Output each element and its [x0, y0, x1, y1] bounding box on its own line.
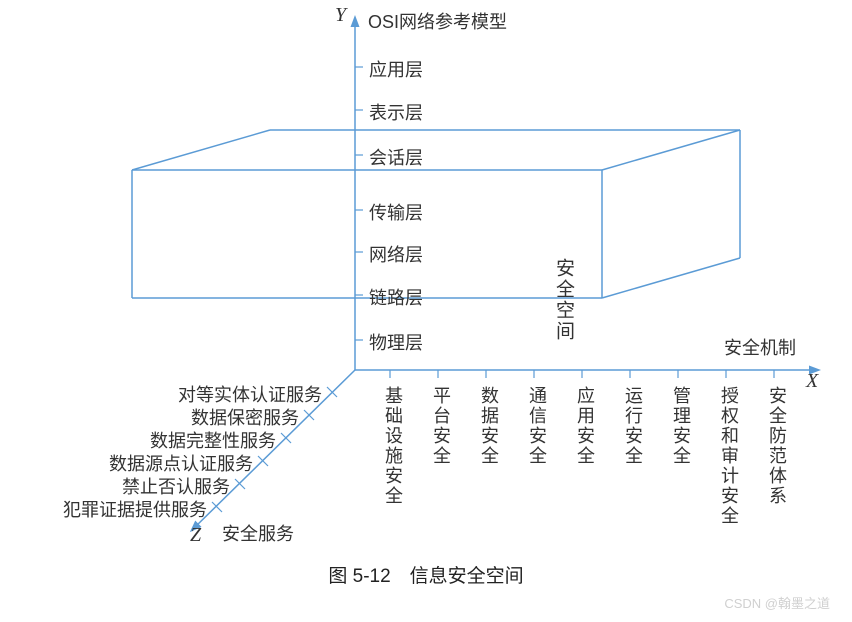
watermark: CSDN @翰墨之道 [724, 593, 830, 612]
x-axis-name: X [806, 370, 818, 393]
y-axis-name: Y [335, 4, 346, 27]
z-tick-label: 犯罪证据提供服务 [63, 496, 207, 522]
y-axis-title: OSI网络参考模型 [368, 8, 507, 34]
x-tick-label: 通信安全 [524, 386, 550, 466]
y-tick-label: 网络层 [369, 241, 423, 267]
inner-label: 安全空间 [550, 258, 577, 342]
y-tick-label: 会话层 [369, 144, 423, 170]
x-tick-label: 安全防范体系 [764, 386, 790, 506]
x-tick-label: 运行安全 [620, 386, 646, 466]
y-tick-label: 物理层 [369, 329, 423, 355]
x-tick-label: 平台安全 [428, 386, 454, 466]
x-tick-label: 基础设施安全 [380, 386, 406, 506]
y-tick-label: 链路层 [369, 284, 423, 310]
z-axis-title: 安全服务 [222, 520, 294, 546]
x-tick-label: 授权和审计安全 [716, 386, 742, 526]
x-axis-title: 安全机制 [724, 334, 796, 360]
x-tick-label: 数据安全 [476, 386, 502, 466]
y-tick-label: 传输层 [369, 199, 423, 225]
x-tick-label: 应用安全 [572, 386, 598, 466]
x-tick-label: 管理安全 [668, 386, 694, 466]
axes-svg [0, 0, 852, 622]
y-tick-label: 表示层 [369, 99, 423, 125]
info-security-space-diagram: Y X Z OSI网络参考模型 安全机制 安全服务 应用层表示层会话层传输层网络… [0, 0, 852, 622]
figure-caption: 图 5-12 信息安全空间 [0, 561, 852, 588]
y-tick-label: 应用层 [369, 56, 423, 82]
z-axis-name: Z [190, 524, 201, 547]
